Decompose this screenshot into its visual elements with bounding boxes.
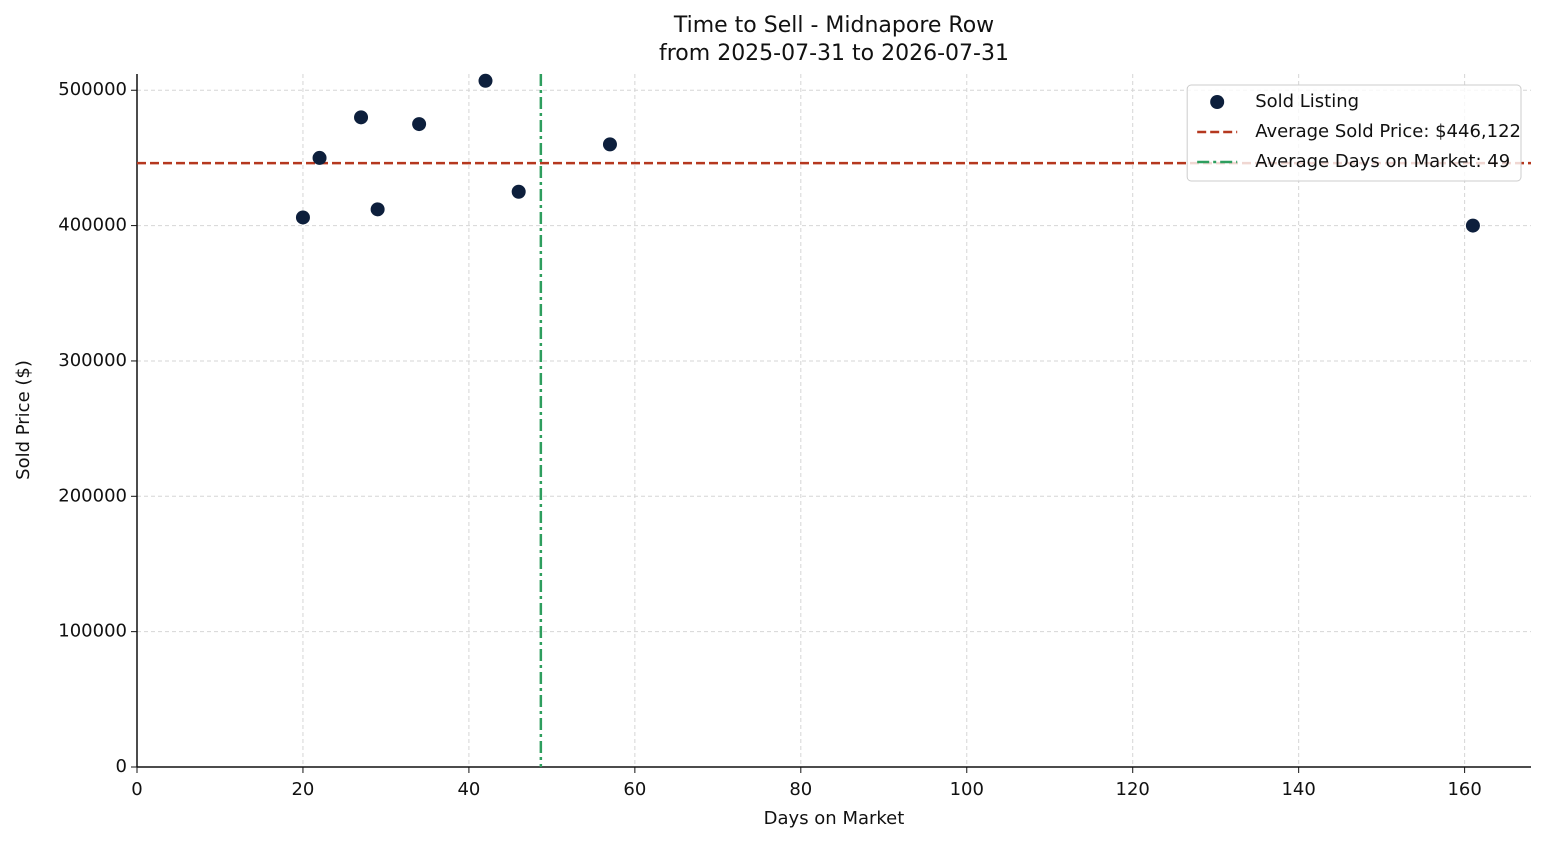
x-tick-label: 100 xyxy=(950,779,984,800)
y-tick-label: 400000 xyxy=(58,215,127,236)
chart-subtitle: from 2025-07-31 to 2026-07-31 xyxy=(659,41,1009,66)
x-tick-label: 40 xyxy=(457,779,480,800)
point xyxy=(602,137,617,152)
x-tick-label: 160 xyxy=(1447,779,1481,800)
chart-title: Time to Sell - Midnapore Row xyxy=(673,13,994,38)
y-tick-label: 500000 xyxy=(58,79,127,100)
legend-label: Sold Listing xyxy=(1255,91,1359,112)
point xyxy=(412,117,427,132)
legend-marker xyxy=(1210,95,1225,109)
x-tick-label: 80 xyxy=(789,779,812,800)
x-tick-label: 140 xyxy=(1281,779,1315,800)
legend-label: Average Sold Price: $446,122 xyxy=(1255,121,1521,142)
point xyxy=(511,184,526,199)
legend: Sold Listing Average Sold Price: $446,122… xyxy=(1186,84,1522,182)
y-axis-label: Sold Price ($) xyxy=(13,360,34,480)
x-tick-label: 0 xyxy=(131,779,142,800)
point xyxy=(1465,218,1480,233)
x-axis-label: Days on Market xyxy=(764,808,905,829)
y-tick-label: 300000 xyxy=(58,350,127,371)
y-tick-label: 200000 xyxy=(58,485,127,506)
point xyxy=(312,150,327,165)
y-tick-label: 0 xyxy=(116,756,127,777)
legend-label: Average Days on Market: 49 xyxy=(1255,151,1510,172)
x-tick-label: 60 xyxy=(623,779,646,800)
point xyxy=(295,210,310,225)
point xyxy=(478,73,493,88)
x-tick-label: 20 xyxy=(291,779,314,800)
y-tick-label: 100000 xyxy=(58,621,127,642)
x-tick-label: 120 xyxy=(1116,779,1150,800)
point xyxy=(370,202,385,217)
legend-box xyxy=(1186,84,1522,182)
point xyxy=(354,110,369,125)
